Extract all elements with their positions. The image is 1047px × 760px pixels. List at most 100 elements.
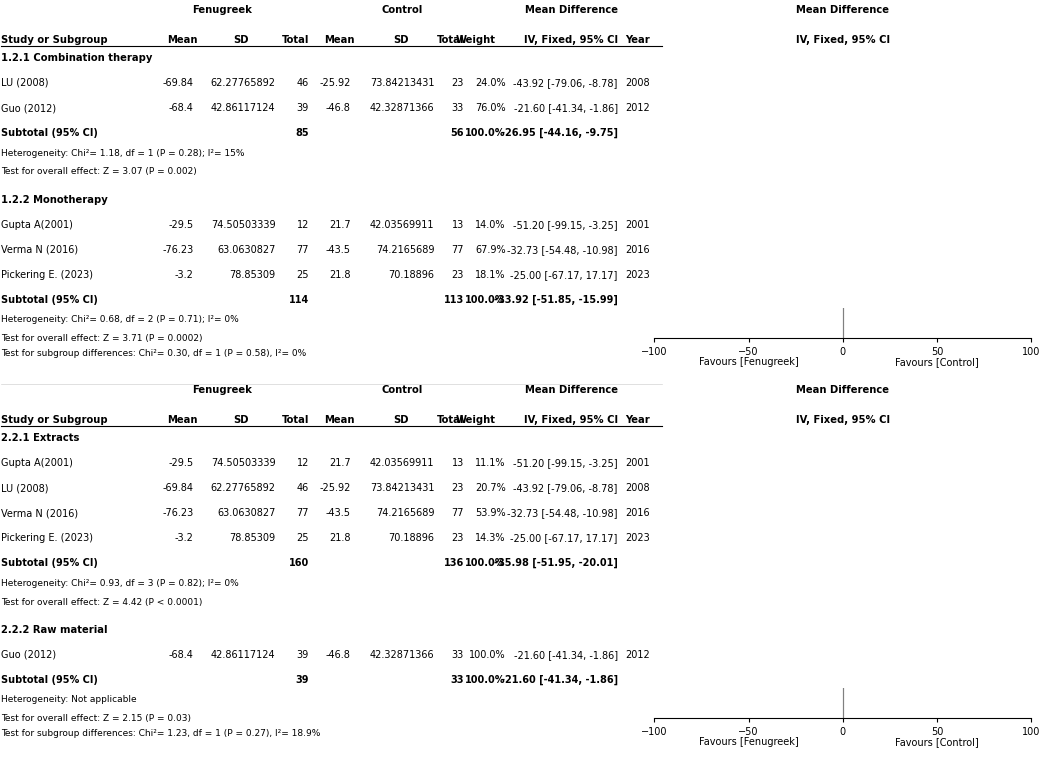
Text: Total: Total xyxy=(282,35,309,46)
Text: -51.20 [-99.15, -3.25]: -51.20 [-99.15, -3.25] xyxy=(513,220,618,230)
Text: Guo (2012): Guo (2012) xyxy=(1,103,57,113)
Text: 62.27765892: 62.27765892 xyxy=(210,483,275,493)
Text: IV, Fixed, 95% CI: IV, Fixed, 95% CI xyxy=(524,415,618,426)
Text: Fenugreek: Fenugreek xyxy=(193,385,252,395)
Text: Mean Difference: Mean Difference xyxy=(797,5,889,15)
Text: -43.5: -43.5 xyxy=(326,508,351,518)
Text: 13: 13 xyxy=(451,220,464,230)
Text: 78.85309: 78.85309 xyxy=(229,270,275,280)
Text: 74.2165689: 74.2165689 xyxy=(376,245,435,255)
Text: 42.86117124: 42.86117124 xyxy=(210,650,275,660)
Text: 2001: 2001 xyxy=(625,458,650,468)
Text: 14.3%: 14.3% xyxy=(475,534,506,543)
Text: Weight: Weight xyxy=(455,35,495,46)
Text: IV, Fixed, 95% CI: IV, Fixed, 95% CI xyxy=(796,415,890,426)
Text: Guo (2012): Guo (2012) xyxy=(1,650,57,660)
Text: 42.32871366: 42.32871366 xyxy=(370,103,435,113)
Text: 21.7: 21.7 xyxy=(329,458,351,468)
Text: 73.84213431: 73.84213431 xyxy=(370,483,435,493)
Text: Heterogeneity: Not applicable: Heterogeneity: Not applicable xyxy=(1,695,137,705)
Text: 42.32871366: 42.32871366 xyxy=(370,650,435,660)
Text: Test for overall effect: Z = 3.71 (P = 0.0002): Test for overall effect: Z = 3.71 (P = 0… xyxy=(1,334,202,344)
Text: Favours [Fenugreek]: Favours [Fenugreek] xyxy=(698,737,799,747)
Text: 2008: 2008 xyxy=(625,78,650,88)
Text: -32.73 [-54.48, -10.98]: -32.73 [-54.48, -10.98] xyxy=(507,245,618,255)
Text: 100.0%: 100.0% xyxy=(465,675,506,685)
Bar xyxy=(794,274,798,275)
Bar xyxy=(793,106,812,109)
Text: 23: 23 xyxy=(451,534,464,543)
Text: Favours [Control]: Favours [Control] xyxy=(895,737,979,747)
Text: Year: Year xyxy=(625,415,650,426)
Text: Heterogeneity: Chi²= 1.18, df = 1 (P = 0.28); I²= 15%: Heterogeneity: Chi²= 1.18, df = 1 (P = 0… xyxy=(1,149,245,157)
Text: 42.03569911: 42.03569911 xyxy=(370,220,435,230)
Text: Control: Control xyxy=(381,5,423,15)
Text: 33: 33 xyxy=(451,103,464,113)
Text: 2016: 2016 xyxy=(625,245,650,255)
Text: Test for subgroup differences: Chi²= 1.23, df = 1 (P = 0.27), I²= 18.9%: Test for subgroup differences: Chi²= 1.2… xyxy=(1,729,320,738)
Text: Pickering E. (2023): Pickering E. (2023) xyxy=(1,534,93,543)
Text: 12: 12 xyxy=(296,220,309,230)
Text: 85: 85 xyxy=(295,128,309,138)
Text: 73.84213431: 73.84213431 xyxy=(370,78,435,88)
Text: 46: 46 xyxy=(296,78,309,88)
Text: Subtotal (95% CI): Subtotal (95% CI) xyxy=(1,559,98,568)
Text: Study or Subgroup: Study or Subgroup xyxy=(1,415,108,426)
Text: -21.60 [-41.34, -1.86]: -21.60 [-41.34, -1.86] xyxy=(514,103,618,113)
Text: 11.1%: 11.1% xyxy=(475,458,506,468)
Text: -69.84: -69.84 xyxy=(162,483,194,493)
Text: 100.0%: 100.0% xyxy=(465,559,506,568)
Text: 100.0%: 100.0% xyxy=(465,128,506,138)
Text: 2016: 2016 xyxy=(625,508,650,518)
Text: 77: 77 xyxy=(296,508,309,518)
Text: -46.8: -46.8 xyxy=(326,650,351,660)
Text: Total: Total xyxy=(437,35,464,46)
Text: Mean Difference: Mean Difference xyxy=(797,385,889,395)
Text: Mean: Mean xyxy=(168,35,198,46)
Polygon shape xyxy=(760,132,824,134)
Text: -21.60 [-41.34, -1.86]: -21.60 [-41.34, -1.86] xyxy=(514,650,618,660)
Text: 21.8: 21.8 xyxy=(329,534,351,543)
Text: Total: Total xyxy=(282,415,309,426)
Text: Verma N (2016): Verma N (2016) xyxy=(1,245,79,255)
Text: 39: 39 xyxy=(295,675,309,685)
Text: 23: 23 xyxy=(451,483,464,493)
Text: Test for overall effect: Z = 4.42 (P < 0.0001): Test for overall effect: Z = 4.42 (P < 0… xyxy=(1,597,202,606)
Bar xyxy=(774,512,788,515)
Text: SD: SD xyxy=(393,35,408,46)
Text: Gupta A(2001): Gupta A(2001) xyxy=(1,220,73,230)
Text: 2023: 2023 xyxy=(625,534,650,543)
Text: -29.5: -29.5 xyxy=(169,458,194,468)
Text: LU (2008): LU (2008) xyxy=(1,483,48,493)
Text: -43.5: -43.5 xyxy=(326,245,351,255)
Text: -76.23: -76.23 xyxy=(162,508,194,518)
Text: 74.2165689: 74.2165689 xyxy=(376,508,435,518)
Text: 53.9%: 53.9% xyxy=(475,508,506,518)
Text: IV, Fixed, 95% CI: IV, Fixed, 95% CI xyxy=(524,35,618,46)
Text: 2.2.1 Extracts: 2.2.1 Extracts xyxy=(1,433,80,443)
Text: Fenugreek: Fenugreek xyxy=(193,5,252,15)
Text: -46.8: -46.8 xyxy=(326,103,351,113)
Text: 33: 33 xyxy=(450,675,464,685)
Text: Pickering E. (2023): Pickering E. (2023) xyxy=(1,270,93,280)
Text: 1.2.1 Combination therapy: 1.2.1 Combination therapy xyxy=(1,53,153,63)
Text: Heterogeneity: Chi²= 0.93, df = 3 (P = 0.82); I²= 0%: Heterogeneity: Chi²= 0.93, df = 3 (P = 0… xyxy=(1,579,239,587)
Bar xyxy=(789,653,816,657)
Text: -43.92 [-79.06, -8.78]: -43.92 [-79.06, -8.78] xyxy=(513,483,618,493)
Text: Study or Subgroup: Study or Subgroup xyxy=(1,35,108,46)
Text: 2.2.2 Raw material: 2.2.2 Raw material xyxy=(1,625,108,635)
Text: 2023: 2023 xyxy=(625,270,650,280)
Text: 74.50503339: 74.50503339 xyxy=(210,220,275,230)
Text: -25.92: -25.92 xyxy=(319,483,351,493)
Text: 25: 25 xyxy=(296,534,309,543)
Text: -35.98 [-51.95, -20.01]: -35.98 [-51.95, -20.01] xyxy=(494,558,618,568)
Text: -3.2: -3.2 xyxy=(175,270,194,280)
Text: Total: Total xyxy=(437,415,464,426)
Polygon shape xyxy=(765,679,840,681)
Text: -68.4: -68.4 xyxy=(169,650,194,660)
Text: Mean: Mean xyxy=(168,415,198,426)
Text: 24.0%: 24.0% xyxy=(475,78,506,88)
Text: 2001: 2001 xyxy=(625,220,650,230)
Text: IV, Fixed, 95% CI: IV, Fixed, 95% CI xyxy=(796,35,890,46)
Text: -25.00 [-67.17, 17.17]: -25.00 [-67.17, 17.17] xyxy=(510,270,618,280)
